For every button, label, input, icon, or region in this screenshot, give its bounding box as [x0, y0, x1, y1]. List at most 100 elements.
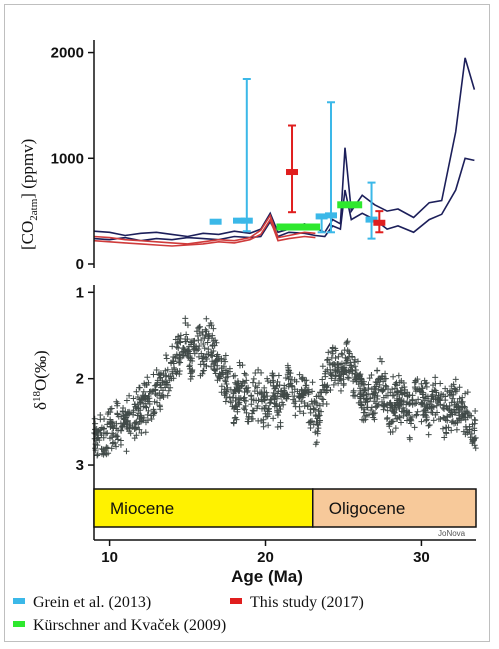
d18o-point: [448, 427, 455, 434]
d18o-point: [226, 393, 233, 400]
co2-series-line-2: [93, 213, 316, 245]
d18o-point: [172, 336, 179, 343]
d18o-point: [432, 394, 439, 401]
d18o-point: [278, 387, 285, 394]
d18o-point: [177, 354, 184, 361]
d18o-point: [207, 319, 214, 326]
d18o-point: [236, 359, 243, 366]
d18o-point: [375, 401, 382, 408]
d18o-point: [232, 387, 239, 394]
d18o-point: [97, 416, 104, 423]
d18o-point: [312, 441, 319, 448]
d18o-point: [349, 353, 356, 360]
d18o-point: [425, 422, 432, 429]
d18o-point: [357, 395, 364, 402]
d18o-point: [146, 388, 153, 395]
d18o-point: [449, 395, 456, 402]
d18o-point: [96, 437, 103, 444]
d18o-point: [351, 392, 358, 399]
co2-y-axis-label: [CO2atm] (ppmv): [18, 139, 40, 250]
d18o-point: [250, 375, 257, 382]
d18o-point: [382, 375, 389, 382]
d18o-point: [203, 351, 210, 358]
d18o-point: [413, 399, 420, 406]
d18o-point: [153, 399, 160, 406]
legend-swatch-grein: [13, 598, 25, 604]
epoch-band: Miocene Oligocene: [93, 488, 477, 528]
d18o-point: [143, 404, 150, 411]
d18o-point: [400, 409, 407, 416]
d18o-point: [187, 375, 194, 382]
d18o-point: [292, 412, 299, 419]
d18o-point: [203, 363, 210, 370]
d18o-point: [350, 387, 357, 394]
d18o-point: [456, 384, 463, 391]
d18o-point: [131, 420, 138, 427]
d18o-point: [299, 376, 306, 383]
d18o-point: [276, 402, 283, 409]
d18o-point: [242, 372, 249, 379]
d18o-point: [310, 421, 317, 428]
d18o-point: [340, 366, 347, 373]
d18o-point: [298, 375, 305, 382]
proxy-point-2: [240, 217, 253, 224]
d18o-point: [137, 396, 144, 403]
d18o-point: [443, 424, 450, 431]
d18o-point: [296, 371, 303, 378]
d18o-point: [264, 413, 271, 420]
d18o-point: [391, 385, 398, 392]
d18o-point: [222, 352, 229, 359]
d18o-point: [271, 393, 278, 400]
d18o-point: [176, 359, 183, 366]
d18o-point: [214, 366, 221, 373]
d18o-point: [136, 384, 143, 391]
d18o-point: [293, 378, 300, 385]
d18o-point: [211, 361, 218, 368]
d18o-point: [471, 442, 478, 449]
d18o-point: [335, 353, 342, 360]
d18o-point: [165, 387, 172, 394]
d18o-point: [133, 388, 140, 395]
d18o-point: [426, 403, 433, 410]
d18o-point: [224, 370, 231, 377]
d18o-point: [100, 446, 107, 453]
d18o-point: [357, 391, 364, 398]
d18o-point: [301, 403, 308, 410]
d18o-point: [382, 382, 389, 389]
d18o-point: [320, 396, 327, 403]
d18o-point: [339, 351, 346, 358]
d18o-point: [152, 390, 159, 397]
d18o-point: [292, 398, 299, 405]
d18o-point: [357, 385, 364, 392]
d18o-point: [127, 430, 134, 437]
d18o-point: [115, 427, 122, 434]
d18o-point: [137, 400, 144, 407]
d18o-point: [312, 399, 319, 406]
d18o-point: [226, 365, 233, 372]
d18o-tick-label-2: 3: [76, 457, 84, 474]
d18o-point: [413, 411, 420, 418]
d18o-point: [334, 361, 341, 368]
d18o-point: [232, 379, 239, 386]
d18o-point: [136, 415, 143, 422]
d18o-point: [119, 422, 126, 429]
co2-tick-label-1: 1000: [51, 150, 84, 167]
d18o-point: [390, 373, 397, 380]
d18o-point: [324, 357, 331, 364]
d18o-point: [315, 407, 322, 414]
d18o-point: [234, 381, 241, 388]
d18o-point: [423, 417, 430, 424]
d18o-point: [318, 408, 325, 415]
proxy-point-1: [233, 217, 246, 224]
d18o-point: [421, 411, 428, 418]
d18o-point: [327, 366, 334, 373]
d18o-point: [380, 394, 387, 401]
d18o-point: [372, 403, 379, 410]
d18o-point: [383, 416, 390, 423]
kurschner-bar-0: [276, 223, 321, 231]
d18o-point: [332, 366, 339, 373]
proxy-point-6: [286, 169, 299, 176]
d18o-point: [218, 383, 225, 390]
d18o-point: [94, 452, 101, 459]
d18o-point: [406, 436, 413, 443]
